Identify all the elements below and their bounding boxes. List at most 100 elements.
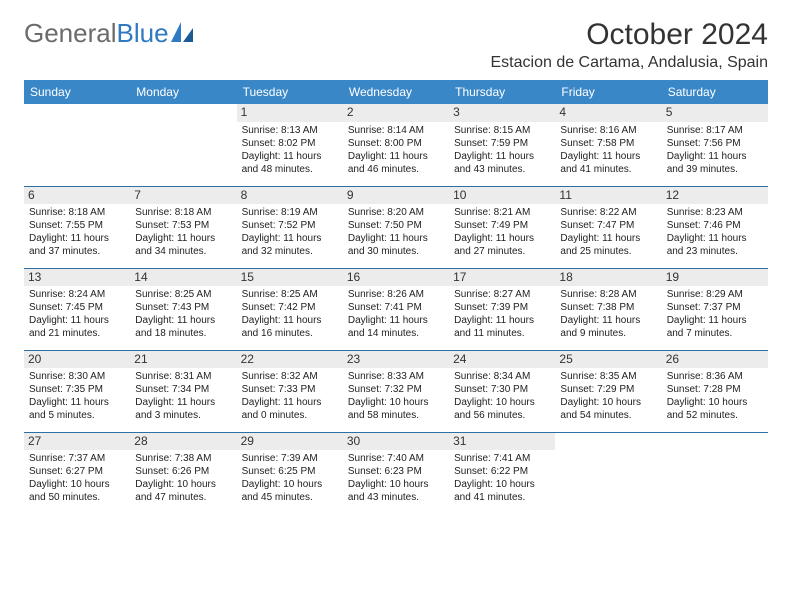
daylight-text: Daylight: 10 hours and 41 minutes. <box>454 478 550 504</box>
daylight-text: Daylight: 11 hours and 21 minutes. <box>29 314 125 340</box>
daylight-text: Daylight: 11 hours and 3 minutes. <box>135 396 231 422</box>
day-number: 5 <box>662 104 768 122</box>
daylight-text: Daylight: 11 hours and 34 minutes. <box>135 232 231 258</box>
sunrise-text: Sunrise: 8:18 AM <box>135 206 231 219</box>
calendar-week-row: 27Sunrise: 7:37 AMSunset: 6:27 PMDayligh… <box>24 432 768 514</box>
calendar-day-cell: 8Sunrise: 8:19 AMSunset: 7:52 PMDaylight… <box>237 186 343 268</box>
daylight-text: Daylight: 11 hours and 27 minutes. <box>454 232 550 258</box>
sunrise-text: Sunrise: 8:27 AM <box>454 288 550 301</box>
day-number: 24 <box>449 351 555 369</box>
daylight-text: Daylight: 11 hours and 5 minutes. <box>29 396 125 422</box>
sunrise-text: Sunrise: 8:36 AM <box>667 370 763 383</box>
calendar-day-cell: 20Sunrise: 8:30 AMSunset: 7:35 PMDayligh… <box>24 350 130 432</box>
location-subtitle: Estacion de Cartama, Andalusia, Spain <box>491 54 769 72</box>
page-header: GeneralBlue October 2024 Estacion de Car… <box>24 18 768 72</box>
calendar-day-cell: 19Sunrise: 8:29 AMSunset: 7:37 PMDayligh… <box>662 268 768 350</box>
daylight-text: Daylight: 11 hours and 25 minutes. <box>560 232 656 258</box>
sunrise-text: Sunrise: 7:38 AM <box>135 452 231 465</box>
sunrise-text: Sunrise: 8:21 AM <box>454 206 550 219</box>
sunrise-text: Sunrise: 8:20 AM <box>348 206 444 219</box>
title-block: October 2024 Estacion de Cartama, Andalu… <box>491 18 769 72</box>
calendar-day-cell: 21Sunrise: 8:31 AMSunset: 7:34 PMDayligh… <box>130 350 236 432</box>
day-header: Monday <box>130 80 236 104</box>
sunrise-text: Sunrise: 8:31 AM <box>135 370 231 383</box>
day-header: Thursday <box>449 80 555 104</box>
calendar-day-cell: 31Sunrise: 7:41 AMSunset: 6:22 PMDayligh… <box>449 432 555 514</box>
sunrise-text: Sunrise: 8:23 AM <box>667 206 763 219</box>
sunset-text: Sunset: 7:38 PM <box>560 301 656 314</box>
logo-text-blue: Blue <box>117 18 169 49</box>
sunrise-text: Sunrise: 8:33 AM <box>348 370 444 383</box>
daylight-text: Daylight: 10 hours and 43 minutes. <box>348 478 444 504</box>
sunset-text: Sunset: 6:23 PM <box>348 465 444 478</box>
sunset-text: Sunset: 7:56 PM <box>667 137 763 150</box>
sunset-text: Sunset: 7:59 PM <box>454 137 550 150</box>
sunrise-text: Sunrise: 8:19 AM <box>242 206 338 219</box>
sunset-text: Sunset: 6:26 PM <box>135 465 231 478</box>
sunrise-text: Sunrise: 8:18 AM <box>29 206 125 219</box>
sunset-text: Sunset: 7:55 PM <box>29 219 125 232</box>
day-number: 17 <box>449 269 555 287</box>
logo: GeneralBlue <box>24 18 193 49</box>
calendar-day-cell: 28Sunrise: 7:38 AMSunset: 6:26 PMDayligh… <box>130 432 236 514</box>
calendar-day-cell: 26Sunrise: 8:36 AMSunset: 7:28 PMDayligh… <box>662 350 768 432</box>
daylight-text: Daylight: 11 hours and 0 minutes. <box>242 396 338 422</box>
sunrise-text: Sunrise: 8:25 AM <box>135 288 231 301</box>
sunset-text: Sunset: 7:39 PM <box>454 301 550 314</box>
daylight-text: Daylight: 11 hours and 32 minutes. <box>242 232 338 258</box>
sunset-text: Sunset: 7:41 PM <box>348 301 444 314</box>
calendar-day-cell: 14Sunrise: 8:25 AMSunset: 7:43 PMDayligh… <box>130 268 236 350</box>
day-header: Tuesday <box>237 80 343 104</box>
sunset-text: Sunset: 7:58 PM <box>560 137 656 150</box>
calendar-body: 1Sunrise: 8:13 AMSunset: 8:02 PMDaylight… <box>24 104 768 514</box>
sunrise-text: Sunrise: 8:34 AM <box>454 370 550 383</box>
daylight-text: Daylight: 10 hours and 56 minutes. <box>454 396 550 422</box>
calendar-page: GeneralBlue October 2024 Estacion de Car… <box>0 0 792 532</box>
sunrise-text: Sunrise: 7:39 AM <box>242 452 338 465</box>
day-number: 20 <box>24 351 130 369</box>
calendar-week-row: 13Sunrise: 8:24 AMSunset: 7:45 PMDayligh… <box>24 268 768 350</box>
sunset-text: Sunset: 7:52 PM <box>242 219 338 232</box>
day-header: Wednesday <box>343 80 449 104</box>
sunset-text: Sunset: 7:35 PM <box>29 383 125 396</box>
sunset-text: Sunset: 7:37 PM <box>667 301 763 314</box>
day-number: 6 <box>24 187 130 205</box>
daylight-text: Daylight: 11 hours and 7 minutes. <box>667 314 763 340</box>
day-number: 25 <box>555 351 661 369</box>
calendar-day-cell: 25Sunrise: 8:35 AMSunset: 7:29 PMDayligh… <box>555 350 661 432</box>
sunset-text: Sunset: 7:50 PM <box>348 219 444 232</box>
calendar-week-row: 1Sunrise: 8:13 AMSunset: 8:02 PMDaylight… <box>24 104 768 186</box>
calendar-day-cell: 7Sunrise: 8:18 AMSunset: 7:53 PMDaylight… <box>130 186 236 268</box>
logo-sail-icon <box>171 18 193 49</box>
sunrise-text: Sunrise: 8:26 AM <box>348 288 444 301</box>
day-number: 16 <box>343 269 449 287</box>
calendar-day-cell: 10Sunrise: 8:21 AMSunset: 7:49 PMDayligh… <box>449 186 555 268</box>
day-number: 9 <box>343 187 449 205</box>
daylight-text: Daylight: 10 hours and 45 minutes. <box>242 478 338 504</box>
calendar-day-cell: 23Sunrise: 8:33 AMSunset: 7:32 PMDayligh… <box>343 350 449 432</box>
day-number: 7 <box>130 187 236 205</box>
calendar-day-cell: 15Sunrise: 8:25 AMSunset: 7:42 PMDayligh… <box>237 268 343 350</box>
sunrise-text: Sunrise: 8:35 AM <box>560 370 656 383</box>
sunrise-text: Sunrise: 8:22 AM <box>560 206 656 219</box>
daylight-text: Daylight: 11 hours and 11 minutes. <box>454 314 550 340</box>
sunset-text: Sunset: 7:45 PM <box>29 301 125 314</box>
day-number: 21 <box>130 351 236 369</box>
day-number: 19 <box>662 269 768 287</box>
daylight-text: Daylight: 10 hours and 47 minutes. <box>135 478 231 504</box>
daylight-text: Daylight: 11 hours and 37 minutes. <box>29 232 125 258</box>
sunrise-text: Sunrise: 8:25 AM <box>242 288 338 301</box>
calendar-week-row: 20Sunrise: 8:30 AMSunset: 7:35 PMDayligh… <box>24 350 768 432</box>
calendar-empty-cell <box>130 104 236 186</box>
daylight-text: Daylight: 11 hours and 48 minutes. <box>242 150 338 176</box>
calendar-day-cell: 12Sunrise: 8:23 AMSunset: 7:46 PMDayligh… <box>662 186 768 268</box>
sunrise-text: Sunrise: 8:17 AM <box>667 124 763 137</box>
sunrise-text: Sunrise: 8:24 AM <box>29 288 125 301</box>
sunset-text: Sunset: 7:43 PM <box>135 301 231 314</box>
calendar-week-row: 6Sunrise: 8:18 AMSunset: 7:55 PMDaylight… <box>24 186 768 268</box>
day-number: 15 <box>237 269 343 287</box>
calendar-empty-cell <box>24 104 130 186</box>
sunset-text: Sunset: 8:00 PM <box>348 137 444 150</box>
sunrise-text: Sunrise: 8:15 AM <box>454 124 550 137</box>
sunrise-text: Sunrise: 7:41 AM <box>454 452 550 465</box>
